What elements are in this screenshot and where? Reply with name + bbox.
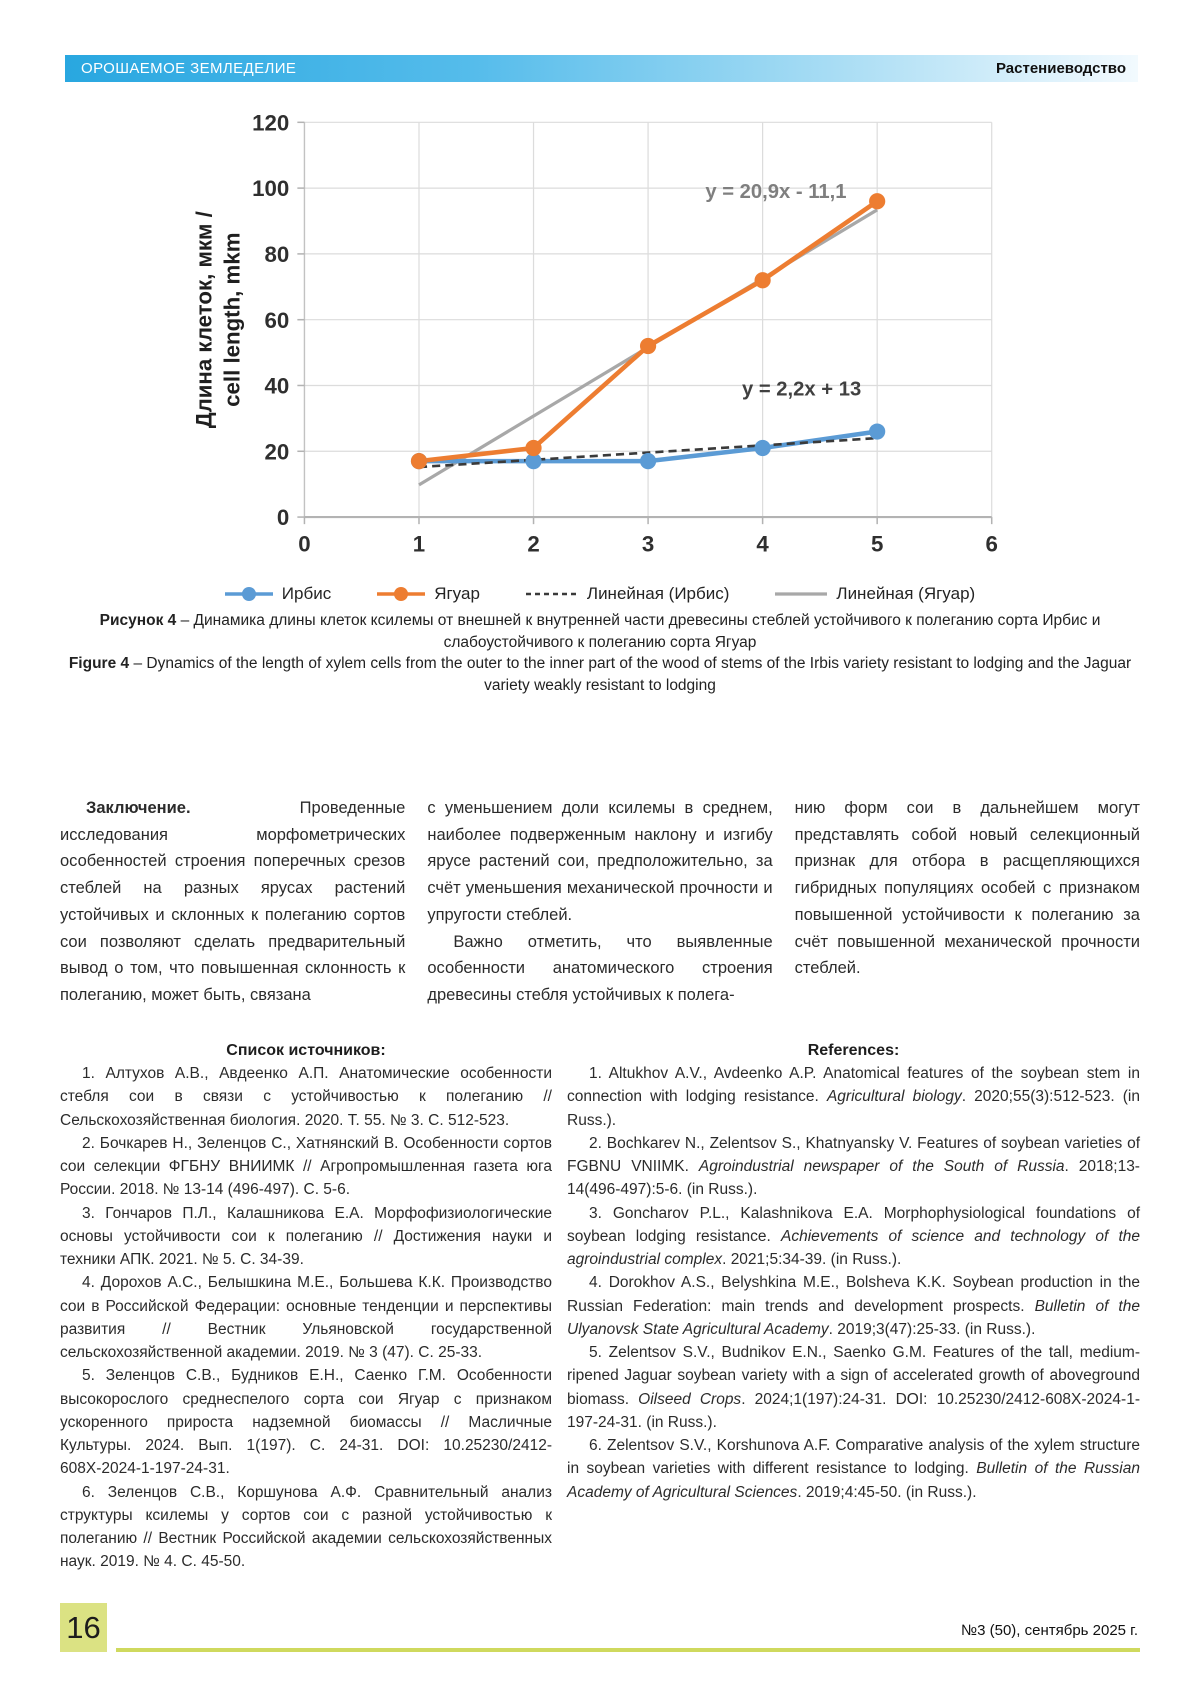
conclusion-column-3: нию форм сои в дальнейшем могут представ…: [795, 795, 1140, 1009]
svg-text:80: 80: [265, 242, 290, 267]
legend-item: Ягуар: [377, 584, 480, 604]
references-ru-list: 1. Алтухов А.В., Авдеенко А.П. Анатомиче…: [60, 1062, 552, 1574]
legend-item: Ирбис: [224, 583, 332, 604]
svg-text:Длина клеток, мкм /: Длина клеток, мкм /: [191, 211, 216, 428]
reference-item: 2. Bochkarev N., Zelentsov S., Khatnyans…: [567, 1134, 1140, 1199]
page-number: 16: [60, 1603, 107, 1652]
conclusion-paragraph: Заключение. Проведенные исследования мор…: [60, 795, 405, 1009]
journal-title: ОРОШАЕМОЕ ЗЕМЛЕДЕЛИЕ: [81, 60, 297, 77]
references-en: References: 1. Altukhov A.V., Avdeenko A…: [567, 1042, 1140, 1574]
svg-text:6: 6: [986, 531, 998, 556]
reference-item: 1. Алтухов А.В., Авдеенко А.П. Анатомиче…: [60, 1065, 552, 1129]
journal-header-bar: ОРОШАЕМОЕ ЗЕМЛЕДЕЛИЕ Растениеводство: [65, 55, 1138, 82]
svg-text:3: 3: [642, 531, 654, 556]
figure-caption-ru-label: Рисунок 4: [99, 612, 177, 629]
reference-item: 3. Goncharov P.L., Kalashnikova E.A. Mor…: [567, 1204, 1140, 1269]
conclusion-paragraph: Важно отметить, что выявленные особеннос…: [427, 932, 773, 1005]
conclusion-lead: Заключение.: [86, 799, 191, 817]
footer-rule: [116, 1648, 1140, 1652]
conclusion-column-1: Заключение. Проведенные исследования мор…: [60, 795, 405, 1009]
reference-item: 2. Бочкарев Н., Зеленцов С., Хатнянский …: [60, 1134, 552, 1199]
svg-text:40: 40: [265, 374, 290, 399]
svg-text:120: 120: [252, 110, 289, 135]
legend-swatch-icon: [377, 586, 426, 602]
legend-label: Линейная (Ирбис): [586, 583, 730, 603]
conclusion-column-2: с уменьшением доли ксилемы в среднем, на…: [427, 795, 772, 1009]
svg-text:1: 1: [413, 531, 425, 556]
xylem-length-chart: 0 20 40 60 80 100 120 0 1 2 3 4 5 6 y = 2,2x + 13 y = 2…: [191, 110, 998, 556]
conclusion-paragraph: с уменьшением доли ксилемы в среднем, на…: [427, 799, 773, 924]
legend-item: Линейная (Ягуар): [775, 584, 975, 604]
legend-swatch-icon: [775, 586, 828, 602]
svg-text:cell length, mkm: cell length, mkm: [220, 233, 245, 407]
svg-text:y = 20,9x - 11,1: y = 20,9x - 11,1: [705, 181, 846, 203]
figure-block: 0 20 40 60 80 100 120 0 1 2 3 4 5 6 y = 2,2x + 13 y = 2…: [0, 96, 1200, 604]
svg-text:60: 60: [265, 308, 290, 333]
conclusion-text: Проведенные исследования морфометрически…: [60, 799, 406, 1005]
reference-item: 5. Зеленцов С.В., Будников Е.Н., Саенко …: [60, 1367, 552, 1478]
legend-swatch-icon: [224, 586, 273, 602]
conclusion-paragraph: нию форм сои в дальнейшем могут представ…: [794, 799, 1140, 978]
legend-label: Линейная (Ягуар): [836, 583, 976, 603]
legend-label: Ирбис: [281, 583, 332, 603]
reference-item: 6. Зеленцов С.В., Коршунова А.Ф. Сравнит…: [60, 1483, 552, 1571]
figure-caption-en-text: – Dynamics of the length of xylem cells …: [133, 655, 1132, 695]
issue-info: №3 (50), сентябрь 2025 г.: [961, 1622, 1138, 1639]
svg-text:5: 5: [871, 531, 883, 556]
reference-item: 4. Дорохов А.С., Белышкина М.Е., Большев…: [60, 1274, 552, 1361]
reference-item: 1. Altukhov A.V., Avdeenko A.P. Anatomic…: [567, 1065, 1140, 1129]
references-section: Список источников: 1. Алтухов А.В., Авде…: [60, 1042, 1140, 1574]
figure-caption-ru-text: – Динамика длины клеток ксилемы от внешн…: [180, 612, 1101, 651]
reference-item: 6. Zelentsov S.V., Korshunova A.F. Compa…: [567, 1437, 1140, 1501]
section-label: Растениеводство: [996, 60, 1126, 77]
reference-item: 5. Zelentsov S.V., Budnikov E.N., Saenko…: [567, 1344, 1140, 1431]
legend-label: Ягуар: [434, 583, 480, 603]
svg-text:0: 0: [277, 505, 289, 530]
reference-item: 4. Dorokhov A.S., Belyshkina M.E., Bolsh…: [567, 1274, 1140, 1338]
figure-captions: Рисунок 4 – Динамика длины клеток ксилем…: [58, 610, 1142, 697]
chart-legend: Ирбис Ягуар Линейная (Ирбис) Линейная (Ягуа…: [0, 584, 1200, 604]
svg-text:100: 100: [252, 176, 289, 201]
reference-item: 3. Гончаров П.Л., Калашникова Е.А. Морфо…: [60, 1204, 552, 1269]
conclusion-section: Заключение. Проведенные исследования мор…: [60, 795, 1140, 1009]
svg-text:20: 20: [265, 439, 290, 464]
svg-text:y = 2,2x + 13: y = 2,2x + 13: [742, 378, 861, 400]
svg-text:4: 4: [756, 531, 769, 556]
references-en-title: References:: [807, 1042, 900, 1059]
svg-text:2: 2: [527, 531, 539, 556]
figure-caption-en-label: Figure 4: [68, 655, 130, 673]
figure-caption-en: Figure 4 – Dynamics of the length of xyl…: [58, 653, 1142, 696]
legend-swatch-icon: [525, 586, 578, 602]
legend-item: Линейная (Ирбис): [525, 583, 730, 604]
figure-caption-ru: Рисунок 4 – Динамика длины клеток ксилем…: [58, 610, 1142, 653]
references-ru: Список источников: 1. Алтухов А.В., Авде…: [60, 1042, 552, 1574]
references-ru-title: Список источников:: [226, 1042, 386, 1059]
svg-text:0: 0: [298, 531, 310, 556]
references-en-list: 1. Altukhov A.V., Avdeenko A.P. Anatomic…: [567, 1062, 1140, 1504]
